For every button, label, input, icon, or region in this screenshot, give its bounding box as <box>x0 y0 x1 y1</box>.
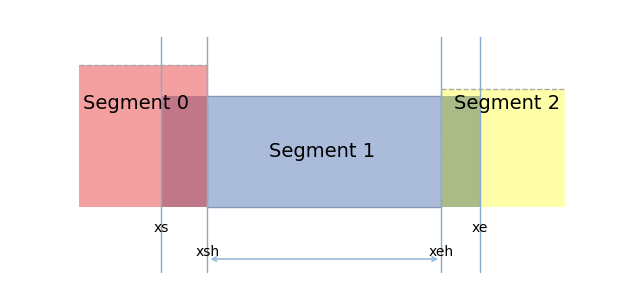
Text: Segment 0: Segment 0 <box>84 94 190 113</box>
Text: Segment 2: Segment 2 <box>454 94 560 113</box>
Bar <box>207 96 441 207</box>
Bar <box>78 65 207 207</box>
Text: xs: xs <box>154 221 169 235</box>
Bar <box>441 89 565 207</box>
Text: xeh: xeh <box>428 245 453 259</box>
Text: xsh: xsh <box>195 245 220 259</box>
Bar <box>161 96 207 207</box>
Bar <box>441 96 480 207</box>
Text: Segment 1: Segment 1 <box>269 142 375 161</box>
Text: xe: xe <box>472 221 488 235</box>
